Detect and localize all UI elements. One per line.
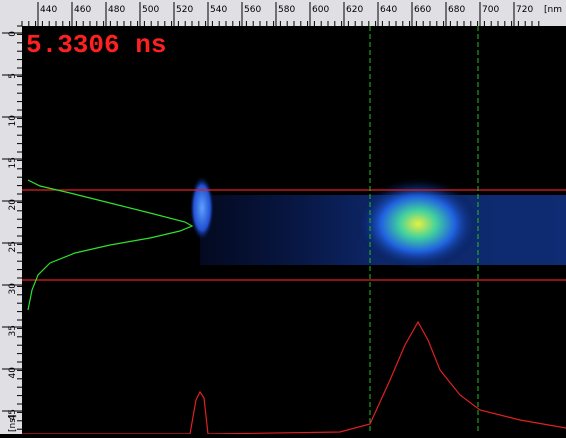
ruler-label: 20 [8,199,18,211]
ruler-label: 460 [74,5,91,15]
top-ruler-unit: [nm [544,5,562,15]
ruler-label: 620 [346,5,363,15]
signal-blob [356,178,480,270]
ruler-label: 700 [482,5,499,15]
reference-pulse [190,176,214,240]
ruler-label: 0 [8,31,18,37]
ruler-label: 5 [8,73,18,79]
ruler-label: 30 [8,283,18,295]
ruler-label: 720 [516,5,533,15]
streak-viewer: 5.3306 ns [nm [ns] 440460480500520540560… [0,0,566,434]
ruler-label: 680 [448,5,465,15]
ruler-label: 660 [414,5,431,15]
ruler-label: 25 [8,241,18,252]
ruler-label: 540 [210,5,227,15]
ruler-label: 600 [312,5,329,15]
ruler-label: 640 [380,5,397,15]
ruler-label: 500 [142,5,159,15]
ruler-label: 40 [8,367,18,379]
ruler-label: 560 [244,5,261,15]
ruler-label: 440 [40,5,57,15]
ruler-label: 520 [176,5,193,15]
ruler-label: 10 [8,115,18,127]
ruler-label: 45 [8,409,18,420]
ruler-label: 15 [8,157,18,168]
time-readout: 5.3306 ns [26,30,166,60]
ruler-label: 480 [108,5,125,15]
ruler-label: 35 [8,325,18,336]
ruler-label: 580 [278,5,295,15]
